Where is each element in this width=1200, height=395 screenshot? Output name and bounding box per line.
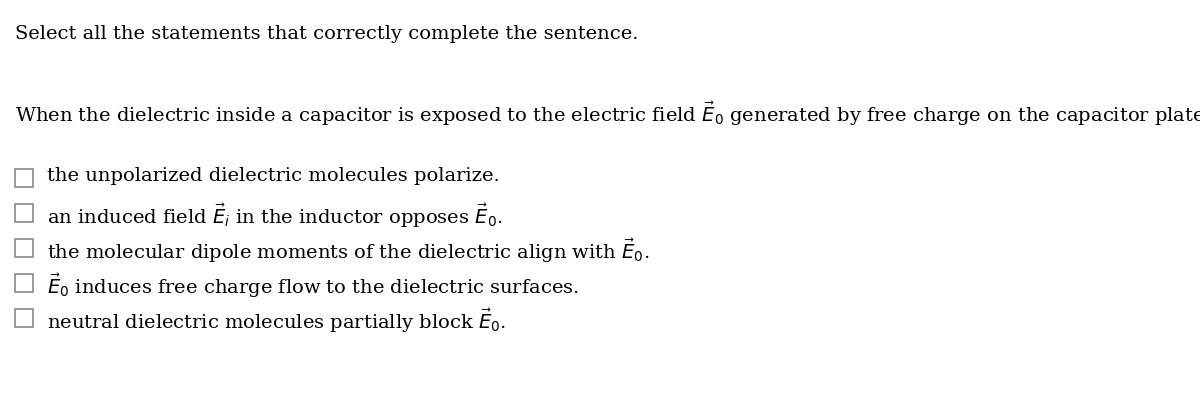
Bar xyxy=(14,169,34,187)
Text: the unpolarized dielectric molecules polarize.: the unpolarized dielectric molecules pol… xyxy=(47,167,499,185)
Bar xyxy=(14,239,34,257)
Text: the molecular dipole moments of the dielectric align with $\vec{E}_0$.: the molecular dipole moments of the diel… xyxy=(47,237,649,265)
Text: $\vec{E}_0$ induces free charge flow to the dielectric surfaces.: $\vec{E}_0$ induces free charge flow to … xyxy=(47,272,578,300)
Bar xyxy=(14,309,34,327)
Bar xyxy=(14,274,34,292)
Bar xyxy=(14,204,34,222)
Text: an induced field $\vec{E}_i$ in the inductor opposes $\vec{E}_0$.: an induced field $\vec{E}_i$ in the indu… xyxy=(47,202,503,230)
Text: When the dielectric inside a capacitor is exposed to the electric field $\vec{E}: When the dielectric inside a capacitor i… xyxy=(14,100,1200,128)
Text: Select all the statements that correctly complete the sentence.: Select all the statements that correctly… xyxy=(14,25,638,43)
Text: neutral dielectric molecules partially block $\vec{E}_0$.: neutral dielectric molecules partially b… xyxy=(47,307,506,335)
